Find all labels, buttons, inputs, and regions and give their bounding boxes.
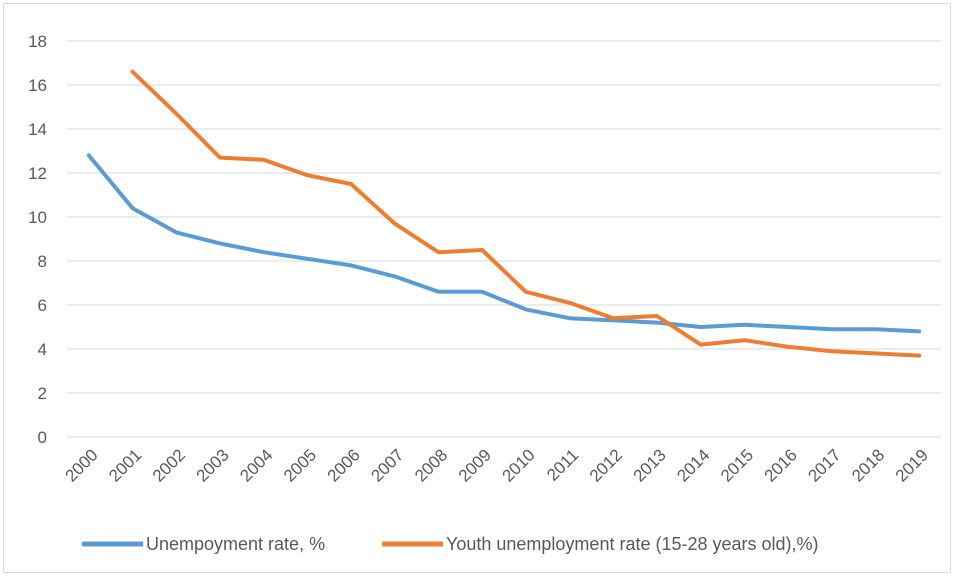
gridlines: [67, 40, 941, 438]
x-tick-label: 2003: [193, 445, 233, 485]
y-tick-label: 12: [28, 164, 47, 183]
legend: Unempoyment rate, % Youth unemployment r…: [82, 534, 819, 554]
x-tick-label: 2010: [498, 445, 538, 485]
x-tick-label: 2006: [324, 445, 364, 485]
y-tick-label: 14: [28, 120, 47, 139]
series-line-0: [86, 153, 922, 334]
legend-label-youth-unemployment: Youth unemployment rate (15-28 years old…: [446, 534, 819, 554]
y-axis-ticks: 0 2 4 6 8 10 12 14 16 18: [28, 32, 47, 447]
line-chart: 0 2 4 6 8 10 12 14 16 18 2000 2001 2002 2003 2004 2005…: [28, 32, 941, 554]
chart-frame: 0 2 4 6 8 10 12 14 16 18 2000 2001 2002 2003 2004 2005…: [3, 3, 951, 573]
y-tick-label: 4: [38, 340, 47, 359]
y-tick-label: 6: [38, 296, 47, 315]
y-tick-label: 16: [28, 76, 47, 95]
x-tick-label: 2011: [543, 445, 582, 484]
y-tick-label: 0: [38, 428, 47, 447]
x-tick-label: 2014: [673, 445, 713, 485]
x-axis-ticks: 2000 2001 2002 2003 2004 2005 2006 2007 2008 2009…: [61, 445, 931, 485]
x-tick-label: 2002: [149, 445, 189, 485]
x-tick-label: 2013: [630, 445, 670, 485]
x-tick-label: 2018: [848, 445, 888, 485]
series-lines: [86, 69, 922, 358]
x-tick-label: 2017: [804, 445, 844, 485]
series-line-1: [130, 69, 922, 358]
y-tick-label: 8: [38, 252, 47, 271]
x-tick-label: 2008: [411, 445, 451, 485]
x-tick-label: 2007: [367, 445, 407, 485]
x-tick-label: 2004: [236, 445, 276, 485]
x-tick-label: 2019: [892, 445, 932, 485]
x-tick-label: 2001: [105, 445, 145, 485]
y-tick-label: 2: [38, 384, 47, 403]
x-tick-label: 2012: [586, 445, 626, 485]
x-tick-label: 2005: [280, 445, 320, 485]
x-tick-label: 2009: [455, 445, 495, 485]
y-tick-label: 18: [28, 32, 47, 51]
x-tick-label: 2015: [717, 445, 757, 485]
legend-label-unemployment: Unempoyment rate, %: [146, 534, 325, 554]
x-tick-label: 2016: [761, 445, 801, 485]
y-tick-label: 10: [28, 208, 47, 227]
x-tick-label: 2000: [61, 445, 101, 485]
